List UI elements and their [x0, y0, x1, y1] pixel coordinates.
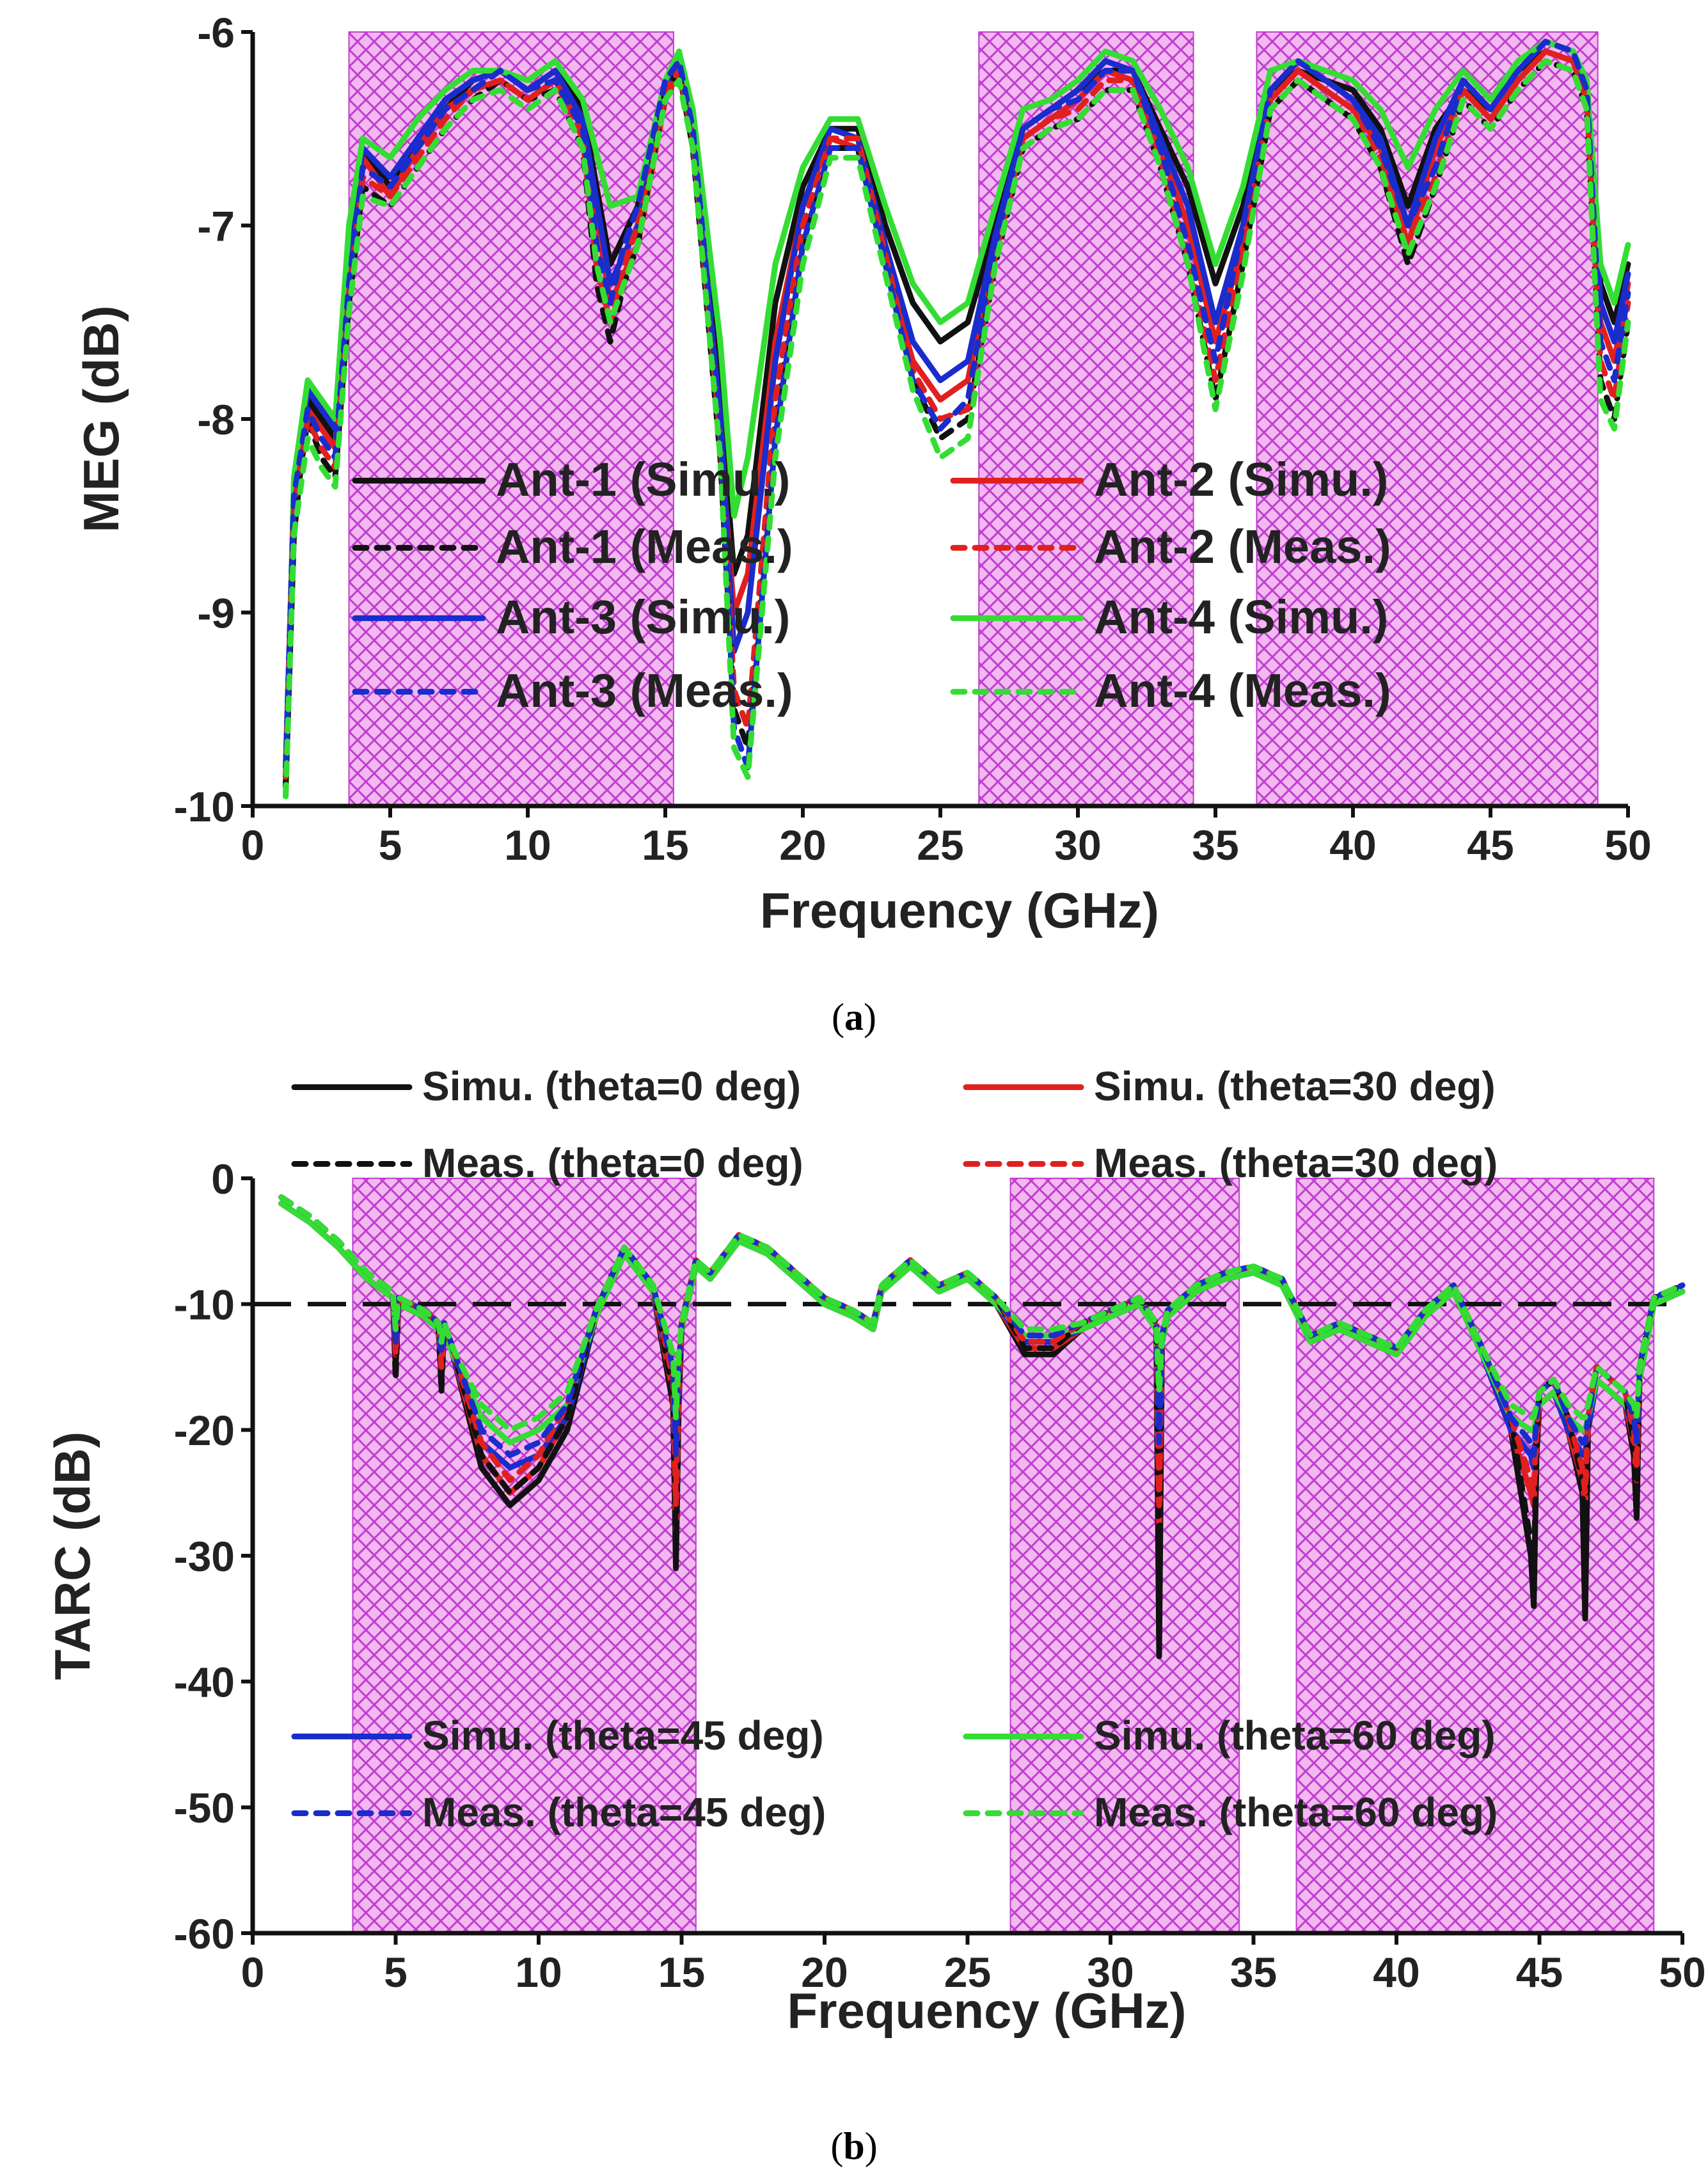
x-axis-label: Frequency (GHz) — [787, 1982, 1186, 2039]
x-tick-label: 45 — [1467, 821, 1514, 869]
y-tick-label: -10 — [174, 1281, 235, 1328]
y-axis-label: MEG (dB) — [73, 305, 129, 532]
x-tick-label: 35 — [1192, 821, 1238, 869]
x-tick-label: 45 — [1516, 1949, 1563, 1996]
chart-panel-b: 0 5 10 15 20 25 30 35 40 45 50 -60 -50 -40 -30 -20 -10 0 F… — [44, 1063, 1706, 2167]
legend-label: Simu. (theta=60 deg) — [1094, 1712, 1496, 1759]
legend-label: Ant-4 (Meas.) — [1094, 664, 1391, 717]
x-tick-label: 0 — [241, 821, 265, 869]
legend-label: Ant-2 (Simu.) — [1094, 453, 1388, 506]
y-tick-label: -20 — [174, 1407, 235, 1454]
y-axis-label: TARC (dB) — [44, 1432, 100, 1680]
series-line — [283, 58, 1631, 800]
legend-label: Simu. (theta=45 deg) — [422, 1712, 824, 1759]
legend-label: Simu. (theta=0 deg) — [422, 1063, 801, 1109]
x-tick-label: 50 — [1659, 1949, 1705, 1996]
x-tick-label: 30 — [1054, 821, 1101, 869]
legend-label: Ant-3 (Meas.) — [496, 664, 793, 717]
x-tick-label: 20 — [779, 821, 826, 869]
legend-label: Ant-4 (Simu.) — [1094, 590, 1388, 644]
legend-label: Meas. (theta=45 deg) — [422, 1789, 826, 1835]
y-tick-label: -50 — [174, 1784, 235, 1831]
y-tick-label: -10 — [174, 783, 235, 830]
legend-label: Ant-3 (Simu.) — [496, 590, 790, 644]
x-tick-label: 15 — [642, 821, 688, 869]
y-tick-label: -60 — [174, 1910, 235, 1957]
x-tick-label: 40 — [1373, 1949, 1419, 1996]
x-tick-label: 25 — [917, 821, 963, 869]
y-tick-label: -40 — [174, 1658, 235, 1705]
series-line — [278, 1194, 1686, 1459]
y-tick-label: -9 — [197, 589, 235, 636]
x-tick-label: 10 — [504, 821, 551, 869]
legend: Simu. (theta=0 deg) Simu. (theta=30 deg) M… — [291, 1063, 1498, 1835]
panel-caption: (b) — [830, 2125, 877, 2167]
legend-label: Meas. (theta=30 deg) — [1094, 1140, 1498, 1186]
panel-caption: (a) — [832, 996, 876, 1038]
x-tick-label: 5 — [379, 821, 402, 869]
x-tick-label: 5 — [384, 1949, 407, 1996]
legend-label: Simu. (theta=30 deg) — [1094, 1063, 1496, 1109]
x-tick-label: 10 — [515, 1949, 562, 1996]
x-tick-label: 15 — [658, 1949, 705, 1996]
x-tick-label: 25 — [944, 1949, 991, 1996]
y-tick-label: -8 — [197, 396, 235, 443]
y-tick-label: -6 — [197, 9, 235, 56]
legend-label: Meas. (theta=0 deg) — [422, 1140, 803, 1186]
x-tick-label: 20 — [801, 1949, 848, 1996]
x-axis-label: Frequency (GHz) — [760, 882, 1159, 938]
y-tick-label: -30 — [174, 1533, 235, 1580]
legend-label: Ant-2 (Meas.) — [1094, 520, 1391, 573]
x-tick-label: 40 — [1329, 821, 1376, 869]
x-tick-label: 0 — [241, 1949, 265, 1996]
y-tick-label: -7 — [197, 202, 235, 249]
series-line — [283, 38, 1631, 770]
x-tick-label: 50 — [1604, 821, 1651, 869]
legend-label: Ant-1 (Meas.) — [496, 520, 793, 573]
x-tick-label: 30 — [1087, 1949, 1134, 1996]
chart-panel-a: 0 5 10 15 20 25 30 35 40 45 50 -10 -9 -8 -7 -6 Frequency… — [73, 9, 1652, 1038]
x-tick-label: 35 — [1230, 1949, 1277, 1996]
legend-label: Ant-1 (Simu.) — [496, 453, 790, 506]
legend-label: Meas. (theta=60 deg) — [1094, 1789, 1498, 1835]
series-line — [283, 38, 1631, 800]
legend: Ant-1 (Simu.) Ant-2 (Simu.) Ant-1 (Meas.) A… — [352, 453, 1391, 717]
y-tick-label: 0 — [211, 1155, 235, 1203]
series-line — [278, 1194, 1686, 1433]
